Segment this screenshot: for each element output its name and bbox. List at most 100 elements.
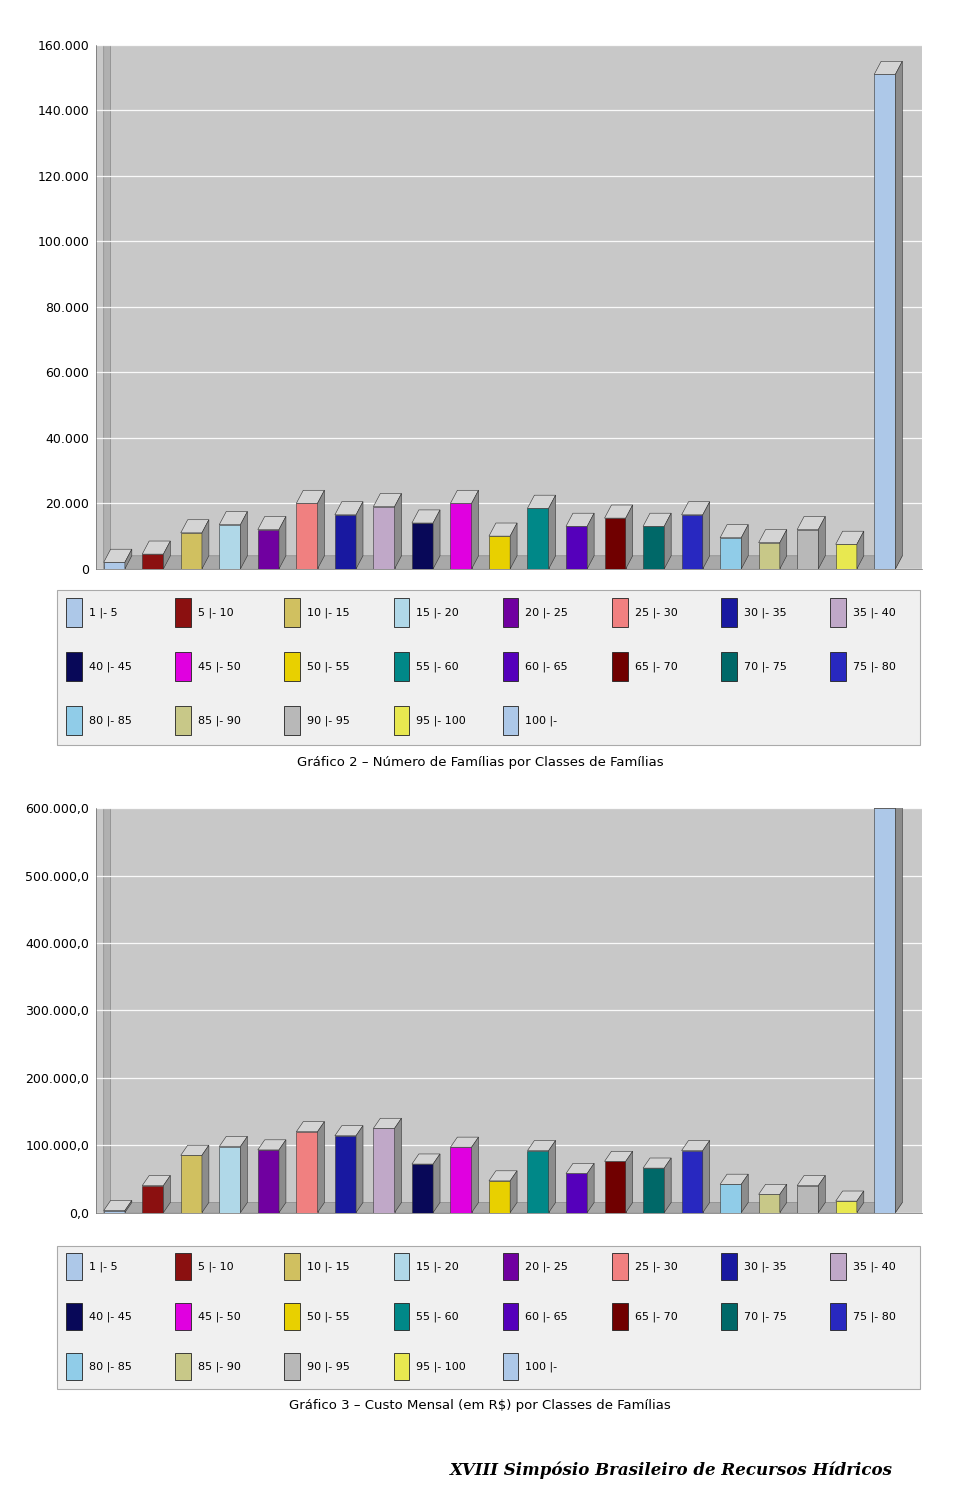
Text: Gráfico 3 – Custo Mensal (em R$) por Classes de Famílias: Gráfico 3 – Custo Mensal (em R$) por Cla… (289, 1398, 671, 1412)
Polygon shape (626, 1151, 633, 1213)
Polygon shape (720, 1184, 741, 1213)
Polygon shape (682, 515, 703, 569)
Bar (503, 653, 518, 681)
Text: 20 |- 25: 20 |- 25 (525, 1260, 568, 1272)
Text: 70 |- 75: 70 |- 75 (744, 662, 786, 672)
Polygon shape (720, 1174, 748, 1184)
Text: 90 |- 95: 90 |- 95 (307, 1361, 349, 1371)
Bar (175, 599, 191, 627)
Polygon shape (433, 510, 440, 569)
Polygon shape (682, 501, 709, 515)
Bar (66, 1302, 82, 1329)
Text: 40 |- 45: 40 |- 45 (88, 1311, 132, 1322)
Polygon shape (104, 555, 902, 569)
Bar (284, 707, 300, 735)
Polygon shape (896, 61, 902, 569)
Text: 15 |- 20: 15 |- 20 (417, 1260, 459, 1272)
Polygon shape (219, 1147, 240, 1213)
Bar (503, 599, 518, 627)
Polygon shape (780, 1184, 787, 1213)
Bar (66, 1253, 82, 1280)
Polygon shape (104, 1202, 902, 1213)
Text: 55 |- 60: 55 |- 60 (417, 662, 459, 672)
Bar (284, 653, 300, 681)
Polygon shape (335, 501, 363, 515)
Polygon shape (104, 798, 110, 1213)
Polygon shape (412, 522, 433, 569)
Polygon shape (626, 504, 633, 569)
Polygon shape (797, 530, 818, 569)
Polygon shape (875, 798, 902, 808)
Polygon shape (395, 1118, 401, 1213)
Text: 70 |- 75: 70 |- 75 (744, 1311, 786, 1322)
Bar (830, 599, 846, 627)
Text: XVIII Simpósio Brasileiro de Recursos Hídricos: XVIII Simpósio Brasileiro de Recursos Hí… (450, 1461, 893, 1479)
Polygon shape (510, 1171, 517, 1213)
Polygon shape (489, 1181, 510, 1213)
Polygon shape (818, 1175, 826, 1213)
Bar (830, 1253, 846, 1280)
Polygon shape (163, 540, 170, 569)
Text: 1 |- 5: 1 |- 5 (88, 608, 117, 618)
Polygon shape (125, 1201, 132, 1213)
Text: 60 |- 65: 60 |- 65 (525, 662, 568, 672)
Polygon shape (605, 1162, 626, 1213)
Polygon shape (240, 1136, 248, 1213)
Bar (721, 653, 737, 681)
Polygon shape (741, 524, 748, 569)
Polygon shape (373, 1118, 401, 1129)
Polygon shape (142, 554, 163, 569)
Polygon shape (664, 1159, 671, 1213)
Polygon shape (875, 75, 896, 569)
Polygon shape (720, 524, 748, 537)
Text: 25 |- 30: 25 |- 30 (635, 1260, 678, 1272)
Polygon shape (818, 516, 826, 569)
Bar (830, 653, 846, 681)
Text: 15 |- 20: 15 |- 20 (417, 608, 459, 618)
Polygon shape (549, 1141, 556, 1213)
Bar (284, 1253, 300, 1280)
Polygon shape (219, 1136, 248, 1147)
Polygon shape (682, 1141, 709, 1151)
Polygon shape (335, 515, 356, 569)
Bar (503, 1253, 518, 1280)
Polygon shape (297, 1132, 318, 1213)
Polygon shape (297, 503, 318, 569)
Polygon shape (758, 1195, 780, 1213)
Polygon shape (142, 540, 170, 554)
Polygon shape (180, 519, 209, 533)
Bar (612, 1302, 628, 1329)
Polygon shape (643, 527, 664, 569)
Text: 90 |- 95: 90 |- 95 (307, 716, 349, 726)
Polygon shape (104, 563, 125, 569)
Polygon shape (489, 522, 517, 536)
Text: 80 |- 85: 80 |- 85 (88, 1361, 132, 1371)
Bar (175, 653, 191, 681)
Text: 5 |- 10: 5 |- 10 (198, 1260, 233, 1272)
Text: 45 |- 50: 45 |- 50 (198, 662, 241, 672)
Polygon shape (297, 1121, 324, 1132)
Polygon shape (758, 530, 787, 542)
Text: Gráfico 2 – Número de Famílias por Classes de Famílias: Gráfico 2 – Número de Famílias por Class… (297, 756, 663, 769)
Polygon shape (202, 1145, 209, 1213)
Polygon shape (335, 1126, 363, 1136)
Text: 80 |- 85: 80 |- 85 (88, 716, 132, 726)
Polygon shape (664, 513, 671, 569)
Polygon shape (373, 506, 395, 569)
Bar (284, 599, 300, 627)
Polygon shape (566, 513, 594, 527)
Polygon shape (258, 530, 279, 569)
Bar (66, 599, 82, 627)
Text: 55 |- 60: 55 |- 60 (417, 1311, 459, 1322)
Polygon shape (758, 1184, 787, 1195)
Polygon shape (450, 1147, 471, 1213)
Bar (394, 707, 409, 735)
Bar (830, 1302, 846, 1329)
Polygon shape (258, 516, 286, 530)
Polygon shape (527, 509, 549, 569)
Polygon shape (703, 1141, 709, 1213)
Polygon shape (643, 1159, 671, 1168)
Polygon shape (104, 1201, 132, 1211)
Polygon shape (875, 61, 902, 75)
Text: 35 |- 40: 35 |- 40 (853, 608, 896, 618)
